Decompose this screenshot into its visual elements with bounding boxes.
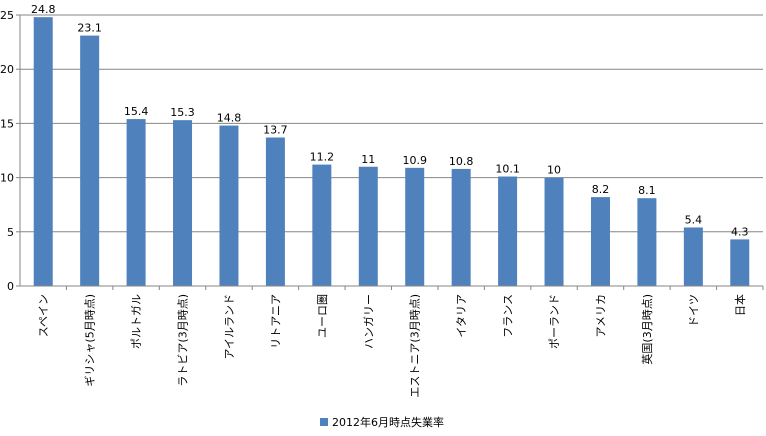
category-label: スペイン xyxy=(37,294,50,337)
y-tick-label: 10 xyxy=(0,172,14,185)
category-label: アメリカ xyxy=(594,294,607,337)
data-labels: 24.8 23.1 15.4 15.3 14.8 13.7 11.2 11 10.9 10.8 10… xyxy=(31,3,749,238)
bars xyxy=(33,17,750,287)
data-label: 8.2 xyxy=(592,183,610,196)
category-label: ラトビア(3月時点) xyxy=(177,294,190,387)
category-label: ポルトガル xyxy=(130,294,143,349)
bar xyxy=(358,166,378,286)
data-label: 4.3 xyxy=(731,225,749,238)
data-label: 10.9 xyxy=(402,154,427,167)
y-tick-label: 25 xyxy=(0,9,14,22)
bar xyxy=(265,137,285,286)
data-label: 10 xyxy=(547,164,561,177)
data-label: 14.8 xyxy=(217,112,242,125)
legend: 2012年6月時点失業率 xyxy=(320,414,444,430)
data-label: 10.1 xyxy=(495,163,520,176)
category-label: エストニア(3月時点) xyxy=(409,294,422,398)
bar xyxy=(544,177,564,286)
category-label: ポーランド xyxy=(548,294,561,349)
data-label: 24.8 xyxy=(31,3,56,16)
y-tick-label: 5 xyxy=(7,226,14,239)
bar xyxy=(219,125,239,287)
y-tick-label: 0 xyxy=(7,280,14,293)
category-label: ユーロ圏 xyxy=(316,294,329,338)
category-label: イタリア xyxy=(455,294,468,338)
bar xyxy=(637,198,657,286)
axes xyxy=(19,15,763,287)
bar xyxy=(126,119,146,287)
category-label: 日本 xyxy=(733,294,747,316)
category-label: 英国(3月時点) xyxy=(640,294,654,365)
bar xyxy=(405,167,425,286)
bar xyxy=(312,164,332,286)
bar xyxy=(173,120,193,286)
category-label: ハンガリー xyxy=(362,294,375,349)
category-label: ギリシャ(5月時点) xyxy=(84,294,97,387)
bar xyxy=(730,239,750,286)
y-tick-label: 20 xyxy=(0,63,14,76)
data-label: 15.3 xyxy=(170,106,195,119)
data-label: 13.7 xyxy=(263,123,288,136)
bar xyxy=(590,197,610,286)
bar xyxy=(33,17,53,286)
y-tick-labels: 0 5 10 15 20 25 xyxy=(0,9,14,293)
bar xyxy=(451,168,471,286)
y-tick-label: 15 xyxy=(0,117,14,130)
data-label: 8.1 xyxy=(638,184,656,197)
category-labels: スペイン ギリシャ(5月時点) ポルトガル ラトビア(3月時点) アイルランド リトアニア… xyxy=(37,294,747,398)
data-label: 11.2 xyxy=(310,151,335,164)
category-label: ドイツ xyxy=(687,294,700,327)
data-label: 10.8 xyxy=(449,155,474,168)
bar xyxy=(683,227,703,286)
bar xyxy=(80,35,100,286)
category-label: フランス xyxy=(502,294,515,338)
data-label: 11 xyxy=(361,153,375,166)
category-label: リトアニア xyxy=(269,294,282,349)
category-label: アイルランド xyxy=(223,294,236,359)
bar xyxy=(498,176,518,286)
data-label: 23.1 xyxy=(77,22,102,35)
legend-label: 2012年6月時点失業率 xyxy=(332,416,444,429)
data-label: 15.4 xyxy=(124,105,149,118)
data-label: 5.4 xyxy=(685,213,703,226)
legend-swatch xyxy=(320,418,328,426)
